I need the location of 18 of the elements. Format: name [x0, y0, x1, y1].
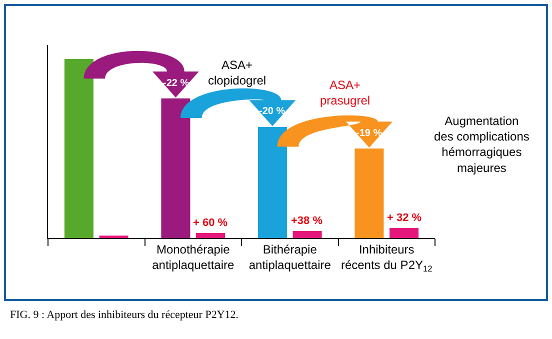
annotation: + 32 % [387, 212, 422, 224]
bar [390, 228, 419, 238]
bar [354, 148, 384, 238]
annotation: +38 % [291, 215, 323, 227]
caption: FIG. 9 : Apport des inhibiteurs du récepteur P2Y12. [10, 309, 239, 321]
x-tick-label: Inhibiteurs récents du P2Y$_{12}$ [340, 242, 433, 274]
bar [292, 231, 322, 238]
annotation: -20 % [259, 106, 286, 117]
bar [196, 232, 226, 238]
annotation: ASA+ prasugrel [320, 78, 370, 108]
bar [258, 127, 287, 238]
annotation: ASA+ clopidogrel [208, 58, 266, 88]
x-tick-label: Monothérapie antiplaquettaire [152, 242, 234, 272]
annotation: Augmentation des complications hémorragiques majeures [434, 114, 530, 175]
annotation: + 60 % [193, 217, 228, 229]
x-tick-label: Bithérapie antiplaquettaire [248, 242, 332, 272]
bar [64, 58, 94, 238]
bar [161, 98, 190, 238]
